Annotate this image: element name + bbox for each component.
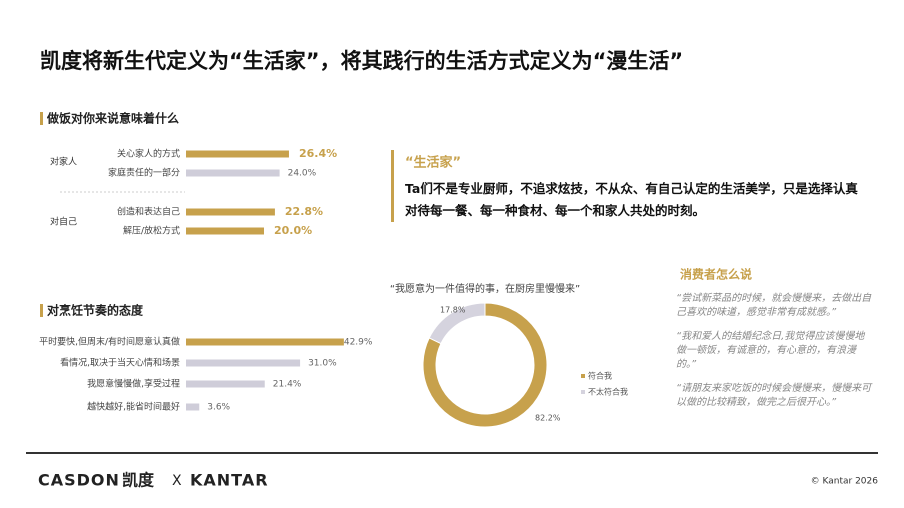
voices-list: “尝试新菜品的时候，就会慢慢来，去做出自己喜欢的味道，感觉非常有成就感。” “我和… [676, 292, 872, 420]
brand: 凯度 [122, 471, 155, 490]
bar [186, 359, 301, 367]
legend-label: 不太符合我 [588, 387, 628, 397]
brand: CASDON [38, 471, 120, 490]
group-label: 对自己 [50, 216, 77, 228]
legend-swatch [581, 390, 585, 394]
donut-label: 17.8% [440, 306, 466, 315]
quote-marker [391, 150, 394, 222]
donut-label: 82.2% [535, 414, 561, 423]
category-label: 家庭责任的一部分 [108, 167, 180, 179]
bar [186, 169, 280, 177]
voice-quote: “尝试新菜品的时候，就会慢慢来，去做出自己喜欢的味道，感觉非常有成就感。” [676, 293, 872, 318]
category-label: 创造和表达自己 [117, 206, 180, 218]
donut-segment [422, 302, 548, 428]
category-label: 越快越好,能省时间最好 [87, 401, 180, 413]
category-label: 看情况,取决于当天心情和场景 [60, 357, 180, 369]
brand: KANTAR [190, 471, 269, 490]
value-label: 22.8% [285, 205, 323, 218]
legend-label: 符合我 [588, 371, 612, 381]
category-label: 关心家人的方式 [117, 148, 180, 160]
bar [186, 150, 289, 158]
section-title: 对烹饪节奏的态度 [47, 303, 144, 318]
legend-swatch [581, 374, 585, 378]
group-label: 对家人 [50, 156, 77, 168]
value-label: 42.9% [344, 338, 373, 348]
donut-segment [428, 302, 486, 345]
value-label: 31.0% [308, 359, 337, 369]
quote-title: “生活家” [405, 155, 461, 171]
bar [186, 403, 200, 411]
bar [186, 380, 265, 388]
copyright: © Kantar 2026 [811, 477, 879, 487]
voice-quote: “请朋友来家吃饭的时候会慢慢来，慢慢来可以做的比较精致，做完之后很开心。” [676, 383, 872, 408]
category-label: 我愿意慢慢做,享受过程 [87, 378, 180, 390]
bar [186, 208, 275, 216]
bar [186, 227, 264, 235]
quote-text: Ta们不是专业厨师，不追求炫技，不从众、有自己认定的生活美学，只是选择认真对待每… [405, 181, 858, 218]
voice-quote: “我和爱人的结婚纪念日,我觉得应该慢慢地做一顿饭，有诚意的，有心意的，有浪漫的。… [676, 331, 865, 370]
voices-title: 消费者怎么说 [680, 267, 752, 282]
category-label: 平时要快,但周末/有时间愿意认真做 [39, 336, 180, 348]
slide-title: 凯度将新生代定义为“生活家”，将其践行的生活方式定义为“漫生活” [40, 49, 683, 73]
brand-cross: X [172, 473, 182, 489]
category-label: 解压/放松方式 [123, 225, 180, 237]
value-label: 21.4% [273, 380, 302, 390]
section-title: 做饭对你来说意味着什么 [46, 111, 179, 126]
section-marker [40, 112, 43, 125]
section-marker [40, 304, 43, 317]
bar [186, 338, 344, 346]
value-label: 24.0% [288, 169, 317, 179]
donut-title: “我愿意为一件值得的事，在厨房里慢慢来” [390, 282, 580, 295]
value-label: 26.4% [299, 147, 337, 160]
value-label: 3.6% [207, 403, 230, 413]
value-label: 20.0% [274, 224, 312, 237]
